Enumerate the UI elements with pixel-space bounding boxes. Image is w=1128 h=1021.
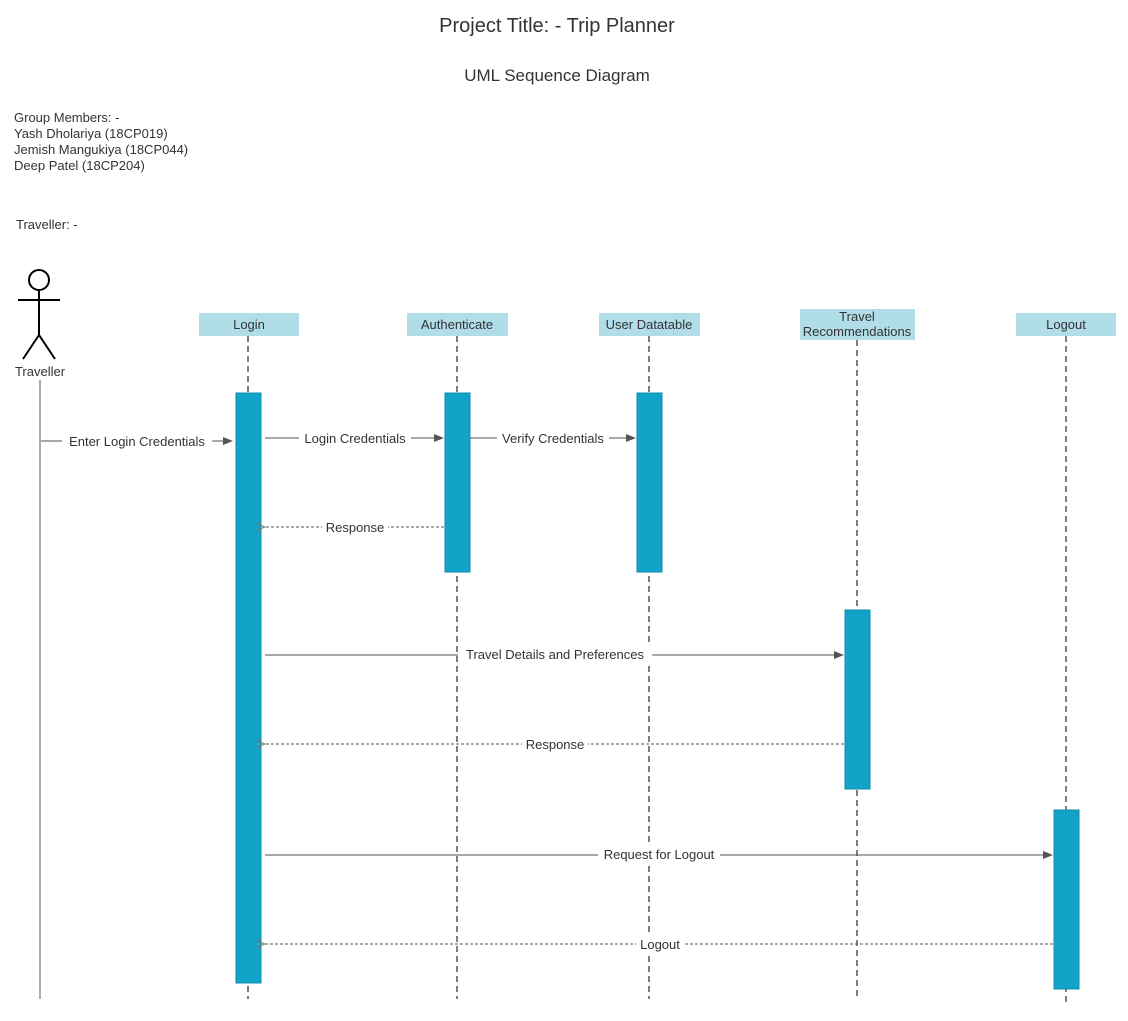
message-response-authenticate: Response — [265, 518, 444, 535]
participant-logout[interactable]: Logout — [1016, 313, 1116, 336]
message-request-for-logout: Request for Logout — [265, 846, 1053, 863]
group-heading: Group Members: - — [14, 110, 119, 125]
message-label: Verify Credentials — [502, 431, 604, 446]
message-label: Logout — [640, 937, 680, 952]
participant-login[interactable]: Login — [199, 313, 299, 336]
activation-login — [235, 392, 262, 984]
participant-label: Authenticate — [421, 317, 493, 332]
participant-label: User Datatable — [606, 317, 693, 332]
participant-label: Logout — [1046, 317, 1086, 332]
activation-authenticate — [444, 392, 471, 573]
participant-label: Login — [233, 317, 265, 332]
activation-logout — [1053, 809, 1080, 990]
group-member: Yash Dholariya (18CP019) — [14, 126, 168, 141]
participant-label: Travel — [839, 309, 875, 324]
message-label: Enter Login Credentials — [69, 434, 205, 449]
message-response-travel-recommendations: Response — [265, 735, 844, 752]
actor-figure-icon — [18, 269, 60, 360]
message-label: Response — [526, 737, 585, 752]
participant-label: Recommendations — [803, 324, 912, 339]
page-subtitle: UML Sequence Diagram — [464, 66, 650, 85]
participant-authenticate[interactable]: Authenticate — [407, 313, 508, 336]
message-travel-details-and-preferences: Travel Details and Preferences — [265, 646, 844, 663]
participant-travel-recommendations[interactable]: Travel Recommendations — [800, 309, 915, 340]
group-member: Jemish Mangukiya (18CP044) — [14, 142, 188, 157]
activation-user-datatable — [636, 392, 663, 573]
traveller-note: Traveller: - — [16, 217, 78, 232]
message-label: Login Credentials — [304, 431, 406, 446]
message-logout-return: Logout — [265, 935, 1053, 952]
message-label: Request for Logout — [604, 847, 715, 862]
message-label: Travel Details and Preferences — [466, 647, 644, 662]
message-label: Response — [326, 520, 385, 535]
activation-travel-recommendations — [844, 609, 871, 790]
message-verify-credentials: Verify Credentials — [470, 429, 636, 446]
group-member: Deep Patel (18CP204) — [14, 158, 145, 173]
message-enter-login-credentials: Enter Login Credentials — [41, 432, 233, 449]
message-login-credentials: Login Credentials — [265, 429, 444, 446]
actor-label: Traveller — [15, 364, 66, 379]
page-title: Project Title: - Trip Planner — [439, 15, 675, 37]
participant-user-datatable[interactable]: User Datatable — [599, 313, 700, 336]
